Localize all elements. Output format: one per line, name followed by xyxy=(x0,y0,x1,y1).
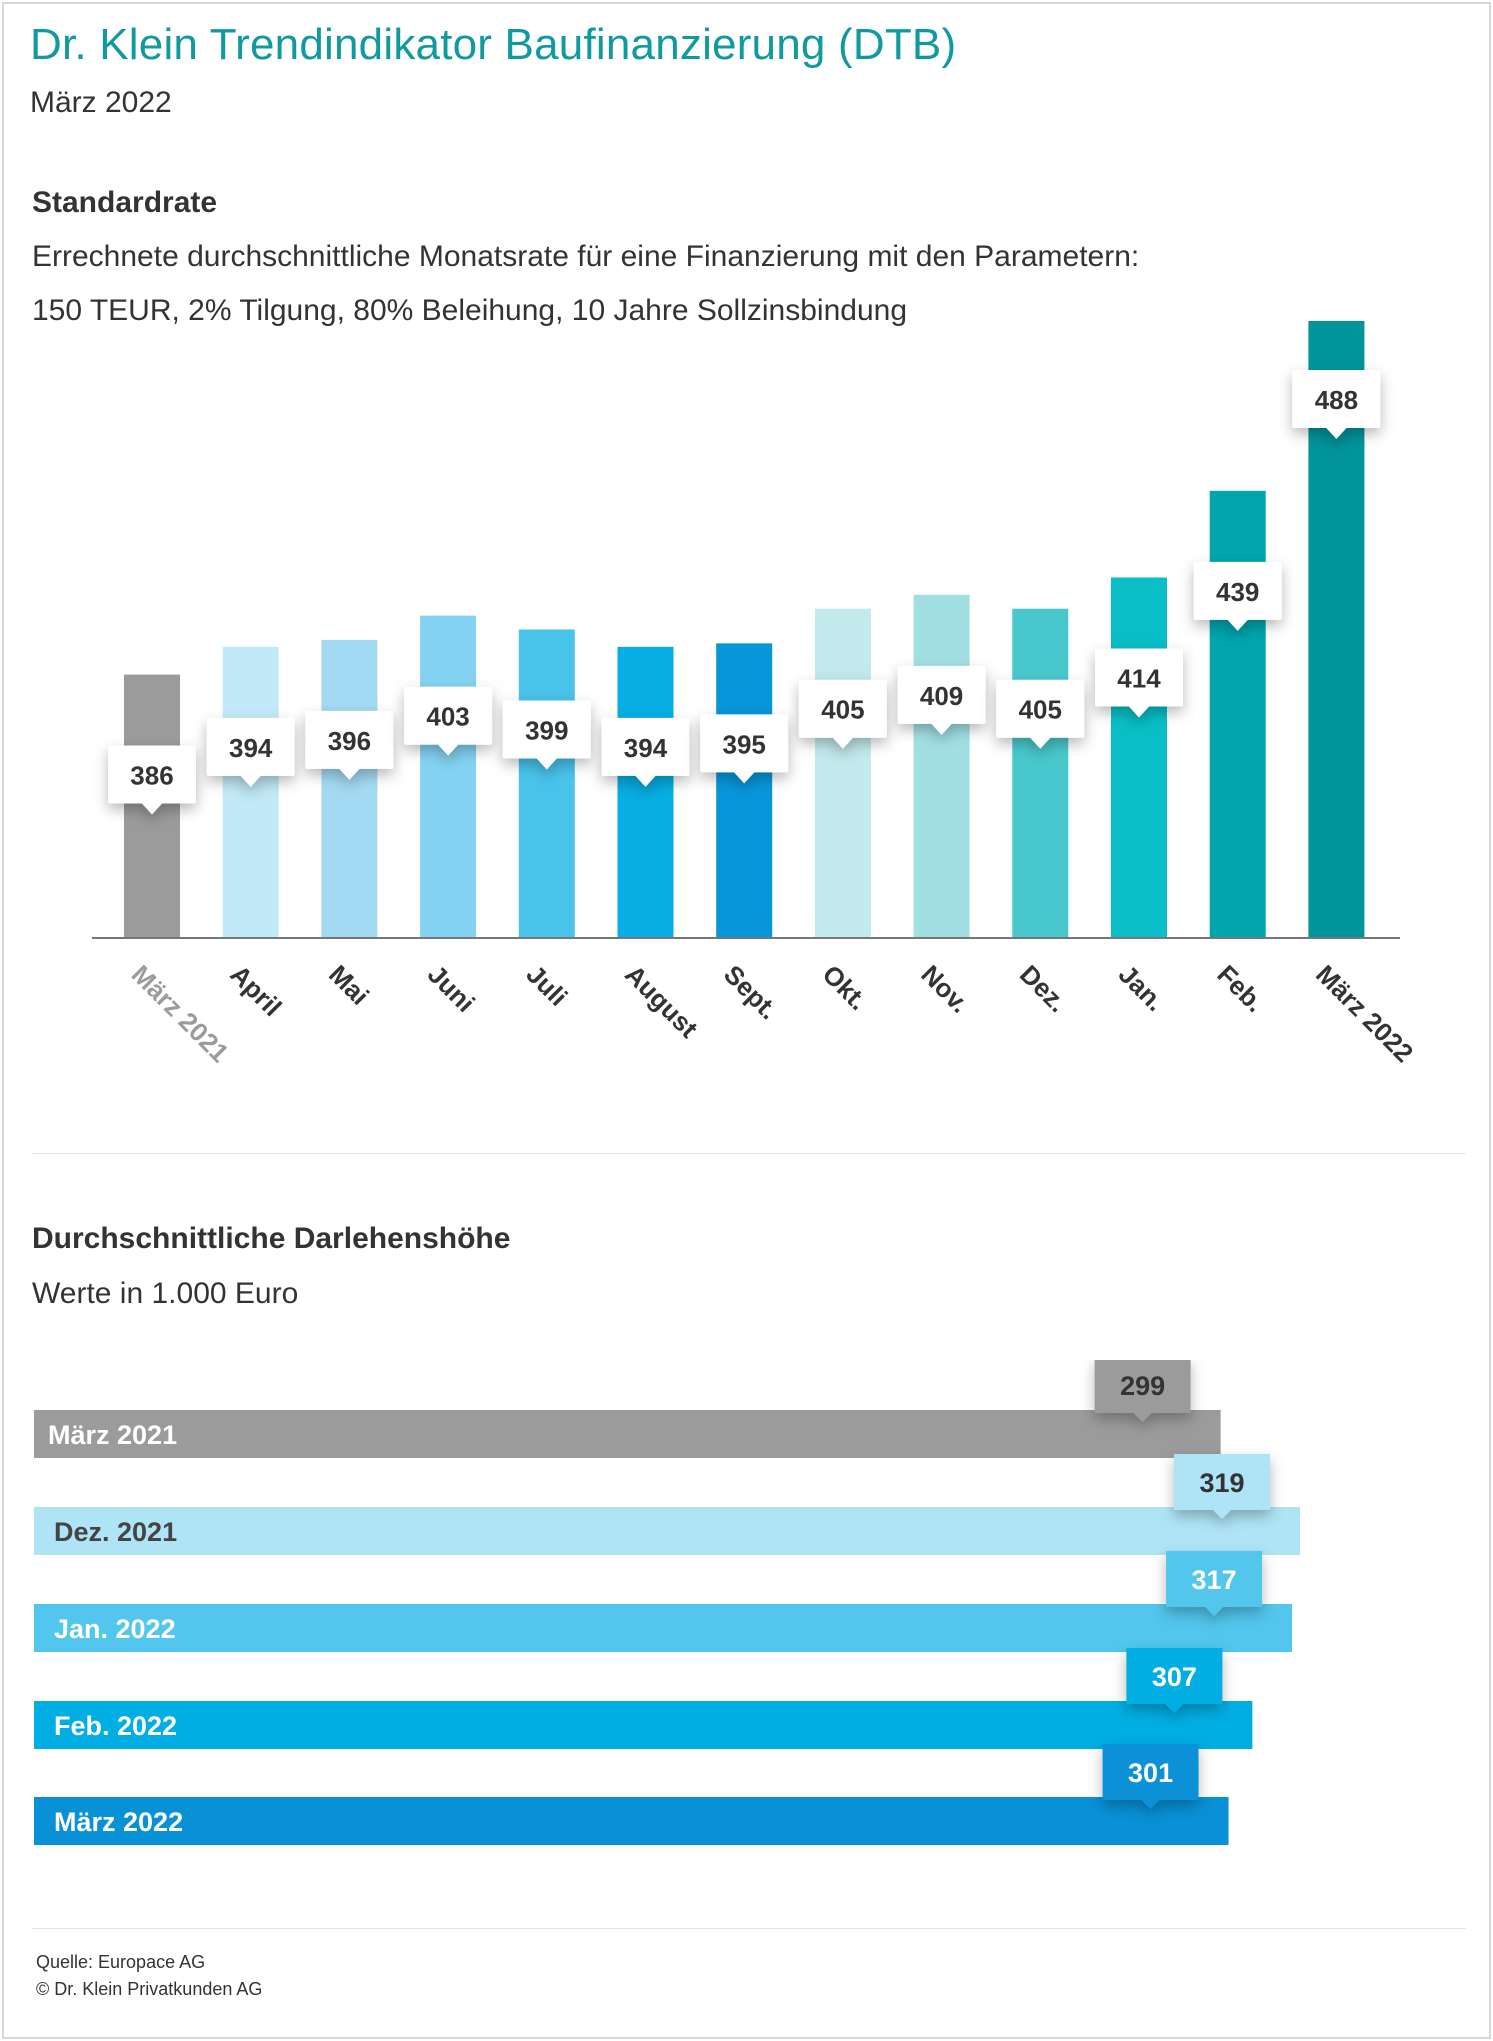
value-label xyxy=(1094,1360,1191,1422)
section-standardrate-description: Errechnete durchschnittliche Monatsrate … xyxy=(32,240,1140,273)
x-tick-label: Feb. xyxy=(1211,959,1270,1018)
value-label xyxy=(206,717,295,787)
x-tick-label: Juli xyxy=(521,959,574,1012)
bar xyxy=(34,1797,1229,1845)
x-tick-label: März 2021 xyxy=(126,959,235,1068)
section-standardrate-parameters: 150 TEUR, 2% Tilgung, 80% Beleihung, 10 … xyxy=(32,294,908,327)
bar xyxy=(34,1507,1300,1555)
loan-amount-bar-chart: März 2021 299 Dez. 2021 319 Jan. 2022 317 Feb.… xyxy=(34,1360,1300,1845)
value-label-text: 386 xyxy=(130,761,173,791)
value-label-text: 394 xyxy=(229,733,273,763)
page-subtitle: März 2022 xyxy=(30,86,172,119)
bar xyxy=(34,1410,1221,1458)
bar-category-label: März 2022 xyxy=(54,1807,183,1837)
bar xyxy=(913,594,970,938)
section-loan-subtitle: Werte in 1.000 Euro xyxy=(32,1277,299,1310)
value-label-text: 395 xyxy=(723,729,766,759)
value-label-text: 405 xyxy=(1019,695,1062,725)
bar xyxy=(617,646,674,938)
x-tick-label: Dez. xyxy=(1014,959,1073,1018)
section-standardrate-title: Standardrate xyxy=(32,186,218,219)
value-label xyxy=(1126,1648,1223,1713)
x-tick-label: Juni xyxy=(422,959,481,1018)
x-tick-label: Jan. xyxy=(1113,959,1171,1017)
copyright-note: © Dr. Klein Privatkunden AG xyxy=(36,1979,263,1999)
section-divider xyxy=(32,1153,1466,1154)
value-label-text: 317 xyxy=(1192,1565,1237,1595)
value-label xyxy=(1095,648,1183,718)
value-label xyxy=(305,710,394,780)
value-label xyxy=(897,665,986,735)
bar xyxy=(222,646,279,938)
source-note: Quelle: Europace AG xyxy=(36,1952,206,1972)
value-label xyxy=(404,686,493,756)
value-label xyxy=(1292,370,1381,439)
value-label xyxy=(996,679,1085,749)
footer-divider xyxy=(32,1928,1466,1929)
value-label-text: 299 xyxy=(1120,1371,1165,1401)
value-label xyxy=(1174,1454,1270,1519)
value-label-text: 403 xyxy=(426,702,469,732)
value-label xyxy=(1166,1551,1263,1616)
value-label-text: 396 xyxy=(328,726,371,756)
bar-category-label: Jan. 2022 xyxy=(54,1614,176,1644)
value-label xyxy=(700,714,789,784)
value-label-text: 394 xyxy=(624,733,668,763)
value-label xyxy=(108,745,196,815)
value-label xyxy=(502,700,591,770)
bar xyxy=(1012,608,1069,938)
bar xyxy=(1111,577,1167,938)
value-label xyxy=(1193,561,1282,631)
x-tick-label: Sept. xyxy=(718,959,784,1025)
value-label-text: 409 xyxy=(920,681,963,711)
bar xyxy=(716,643,773,938)
bar xyxy=(518,629,575,938)
bars-group xyxy=(34,1410,1300,1845)
value-label-text: 405 xyxy=(821,695,864,725)
x-tick-label: Okt. xyxy=(817,959,874,1016)
value-label-text: 307 xyxy=(1152,1662,1197,1692)
value-label-text: 439 xyxy=(1216,577,1259,607)
bar xyxy=(814,608,871,938)
x-tick-label: August xyxy=(619,959,704,1044)
x-tick-label: Nov. xyxy=(915,959,975,1019)
section-loan-title: Durchschnittliche Darlehenshöhe xyxy=(32,1222,511,1255)
bar-category-label: Dez. 2021 xyxy=(54,1517,177,1547)
value-label-text: 488 xyxy=(1315,385,1358,415)
x-tick-label: April xyxy=(224,959,287,1022)
bar xyxy=(34,1604,1293,1652)
value-label-text: 399 xyxy=(525,716,568,746)
value-label-text: 301 xyxy=(1128,1758,1173,1788)
bar-category-label: Feb. 2022 xyxy=(54,1711,177,1741)
x-tick-label: Mai xyxy=(323,959,375,1011)
x-tick-label: März 2022 xyxy=(1310,959,1419,1068)
value-label-text: 319 xyxy=(1199,1468,1244,1498)
bar xyxy=(34,1701,1253,1749)
value-label xyxy=(1102,1744,1199,1809)
bar xyxy=(321,639,378,938)
value-label-text: 414 xyxy=(1117,664,1161,694)
monthly-rate-column-chart: 386 394 396 403 399 394 395 405 409 405 414 439 488 M… xyxy=(92,321,1419,1068)
value-label xyxy=(798,679,887,749)
bar xyxy=(420,615,477,938)
bar xyxy=(1209,490,1266,938)
columns-group xyxy=(124,321,1365,938)
bar-category-label: März 2021 xyxy=(48,1420,177,1450)
value-label xyxy=(601,717,690,787)
page-title: Dr. Klein Trendindikator Baufinanzierung… xyxy=(30,20,957,69)
